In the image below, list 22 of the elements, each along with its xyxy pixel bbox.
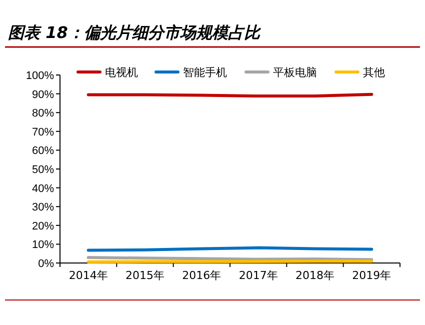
legend-label: 其他	[363, 66, 385, 79]
x-tick-label: 2014年	[68, 269, 108, 282]
legend-label: 智能手机	[183, 66, 227, 79]
y-tick-label: 50%	[32, 164, 54, 176]
y-tick-label: 20%	[32, 220, 54, 232]
title: 图表 18：偏光片细分市场规模占比	[8, 23, 260, 42]
x-tick-label: 2015年	[126, 269, 164, 282]
x-tick-label: 2018年	[296, 269, 334, 282]
legend-label: 平板电脑	[273, 66, 317, 79]
y-tick-label: 10%	[32, 239, 54, 252]
y-tick-label: 40%	[32, 182, 54, 195]
y-tick-label: 30%	[32, 202, 54, 214]
legend-label: 电视机	[105, 66, 138, 79]
y-tick-label: 80%	[32, 108, 54, 120]
y-tick-label: 60%	[32, 145, 54, 158]
x-tick-label: 2016年	[182, 269, 222, 282]
x-tick-label: 2019年	[352, 269, 392, 282]
y-tick-label: 100%	[26, 70, 54, 82]
x-tick-label: 2017年	[238, 269, 278, 282]
y-tick-label: 70%	[32, 126, 54, 138]
y-tick-label: 90%	[32, 88, 54, 101]
y-tick-label: 0%	[38, 258, 54, 270]
